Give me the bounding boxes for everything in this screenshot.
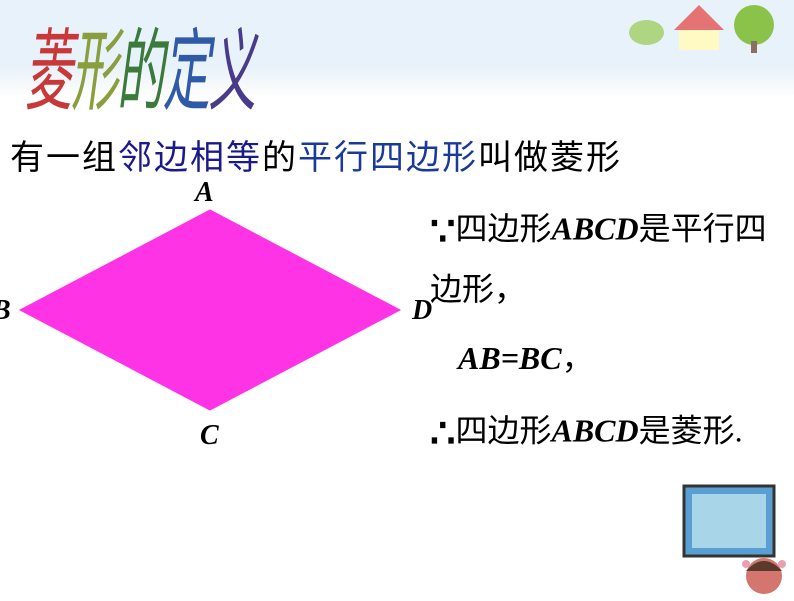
house-icon	[674, 5, 724, 45]
corner-decoration	[664, 436, 794, 596]
title-char-1: 菱	[25, 24, 71, 123]
rhombus-shape	[20, 210, 400, 410]
title-char-2: 形	[71, 24, 117, 123]
proof-condition: AB=BC，	[458, 333, 790, 384]
conclude-text1: 四边形	[455, 413, 551, 449]
bush-icon	[629, 20, 664, 45]
conclude-quad: ABCD	[551, 413, 638, 449]
vertex-label-c: C	[200, 420, 219, 452]
page-title: 菱形的定义	[25, 0, 255, 130]
title-char-3: 的	[117, 24, 163, 123]
tree-icon	[734, 5, 774, 45]
given-quad: ABCD	[551, 210, 638, 246]
rhombus-svg	[0, 180, 450, 470]
because-symbol: ∵	[430, 209, 455, 254]
def-part3: 的	[262, 140, 298, 177]
rhombus-diagram: A B C D	[0, 180, 450, 470]
def-part1: 有一组	[10, 140, 118, 177]
given-text1: 四边形	[455, 210, 551, 246]
title-char-5: 义	[209, 24, 255, 123]
vertex-label-a: A	[195, 177, 214, 209]
def-part4: 平行四边形	[298, 140, 478, 177]
def-part2: 邻边相等	[118, 140, 262, 177]
proof-given: ∵四边形ABCD是平行四边形，	[430, 200, 790, 315]
title-char-4: 定	[163, 24, 209, 123]
proof-block: ∵四边形ABCD是平行四边形， AB=BC， ∴四边形ABCD是菱形.	[430, 200, 790, 466]
condition-suffix: ，	[562, 340, 594, 376]
therefore-symbol: ∴	[430, 411, 455, 456]
header-decoration	[629, 5, 774, 45]
def-part5: 叫做菱形	[478, 140, 622, 177]
definition-text: 有一组邻边相等的平行四边形叫做菱形	[10, 130, 622, 179]
condition-eq: AB=BC	[458, 340, 562, 376]
vertex-label-b: B	[0, 295, 11, 327]
